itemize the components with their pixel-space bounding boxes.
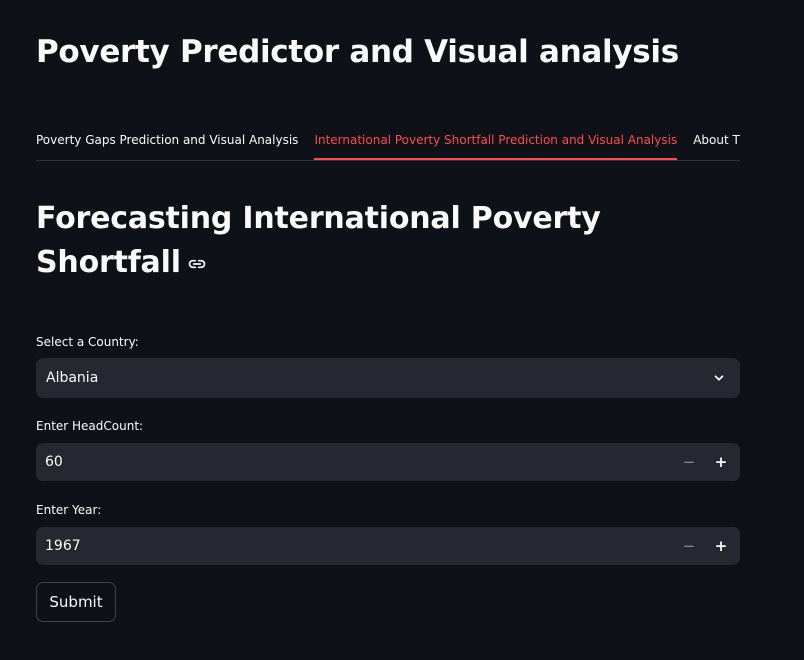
country-select[interactable]: Albania bbox=[36, 358, 740, 398]
submit-button[interactable]: Submit bbox=[36, 582, 116, 622]
year-increment-button[interactable]: + bbox=[714, 537, 728, 555]
year-label: Enter Year: bbox=[36, 503, 102, 517]
tab-about[interactable]: About The bbox=[693, 133, 740, 147]
chevron-down-icon bbox=[714, 375, 724, 381]
headcount-input[interactable] bbox=[45, 453, 645, 471]
tab-international-poverty-shortfall[interactable]: International Poverty Shortfall Predicti… bbox=[314, 126, 678, 160]
link-icon[interactable] bbox=[187, 254, 207, 274]
headcount-decrement-button[interactable]: − bbox=[682, 453, 696, 471]
headcount-label: Enter HeadCount: bbox=[36, 419, 144, 433]
year-input[interactable] bbox=[45, 537, 645, 555]
year-decrement-button[interactable]: − bbox=[682, 537, 696, 555]
tab-poverty-gaps[interactable]: Poverty Gaps Prediction and Visual Analy… bbox=[36, 133, 299, 147]
tab-bar: Poverty Gaps Prediction and Visual Analy… bbox=[36, 126, 740, 161]
country-select-value: Albania bbox=[46, 370, 99, 386]
headcount-increment-button[interactable]: + bbox=[714, 453, 728, 471]
headcount-stepper: − + bbox=[36, 443, 740, 481]
page-heading-text: Forecasting International Poverty Shortf… bbox=[36, 201, 601, 280]
country-label: Select a Country: bbox=[36, 335, 139, 349]
year-stepper: − + bbox=[36, 527, 740, 565]
page-heading: Forecasting International Poverty Shortf… bbox=[36, 197, 636, 285]
app-title: Poverty Predictor and Visual analysis bbox=[36, 34, 679, 70]
